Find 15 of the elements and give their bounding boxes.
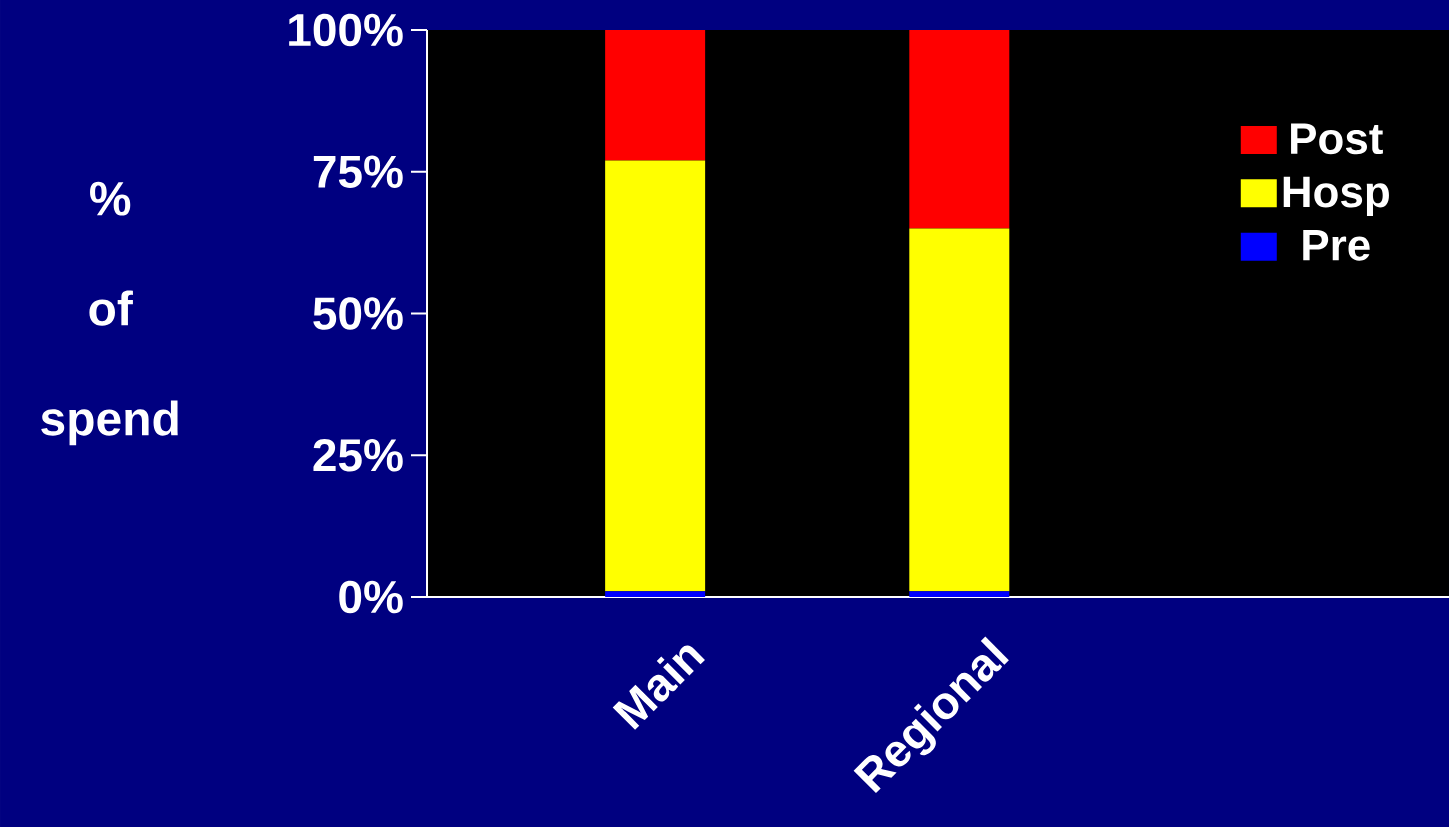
bar [909, 30, 1010, 229]
bar [909, 591, 1010, 597]
y-tick-label: 0% [339, 580, 403, 614]
legend-label: Hosp [1283, 176, 1389, 217]
bar [605, 30, 706, 161]
y-tick-label: 25% [313, 438, 403, 472]
y-tick-label: 50% [313, 297, 403, 330]
legend-label: Post [1291, 123, 1383, 155]
legend-label: Pre [1303, 230, 1370, 261]
text: % of spend [41, 181, 178, 446]
bar [605, 160, 706, 592]
y-tick-label: 75% [313, 155, 403, 188]
bar [605, 591, 706, 597]
bar [909, 228, 1010, 592]
y-tick-label: 100% [289, 13, 403, 47]
